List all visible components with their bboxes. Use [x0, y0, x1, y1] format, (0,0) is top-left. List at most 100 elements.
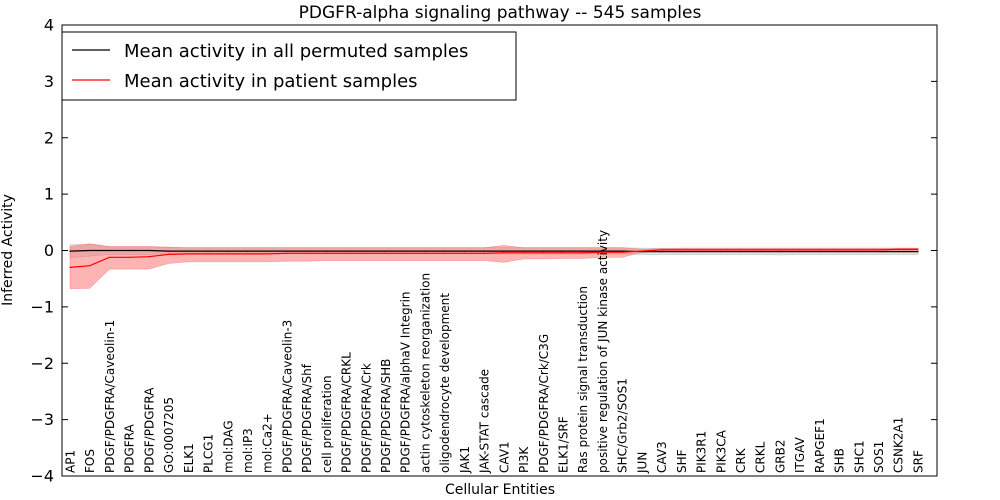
- point-mean-activity-in-all-permuted-samples-15: [365, 250, 367, 252]
- point-mean-activity-in-patient-samples-31: [680, 249, 682, 251]
- point-mean-activity-in-patient-samples-37: [799, 249, 801, 251]
- x-tick-label-26: Ras protein signal transduction: [576, 286, 590, 473]
- point-mean-activity-in-all-permuted-samples-27: [601, 250, 604, 252]
- x-tick-label-25: ELK1/SRF: [557, 416, 571, 473]
- point-mean-activity-in-patient-samples-24: [542, 252, 544, 254]
- legend-entry-patient: Mean activity in patient samples: [124, 71, 418, 92]
- point-mean-activity-in-patient-samples-35: [759, 249, 761, 251]
- x-tick-label-14: PDGF/PDGFRA/CRKL: [340, 352, 354, 473]
- point-mean-activity-in-patient-samples-26: [582, 252, 584, 254]
- series-line-mean-activity-in-patient-samples: [69, 248, 918, 268]
- point-mean-activity-in-all-permuted-samples-23: [523, 250, 525, 252]
- point-mean-activity-in-patient-samples-40: [858, 249, 860, 251]
- x-tick-label-38: RAPGEF1: [813, 418, 827, 473]
- series-line-mean-activity-in-all-permuted-samples: [69, 249, 918, 253]
- point-mean-activity-in-patient-samples-25: [562, 252, 564, 254]
- point-mean-activity-in-patient-samples-19: [444, 252, 446, 254]
- x-tick-label-33: PIK3CA: [714, 429, 728, 473]
- point-mean-activity-in-patient-samples-32: [700, 249, 702, 251]
- point-mean-activity-in-patient-samples-33: [720, 249, 722, 251]
- x-tick-label-28: SHC/Grb2/SOS1: [616, 378, 630, 473]
- x-tick-labels: AP1 FOS PDGF/PDGFRA/Caveolin-1 PDGFRA PDGF/P…: [64, 230, 926, 474]
- point-mean-activity-in-all-permuted-samples-22: [503, 250, 505, 252]
- point-mean-activity-in-patient-samples-13: [325, 252, 327, 254]
- point-mean-activity-in-patient-samples-20: [463, 252, 465, 254]
- y-tick-label-6: 2: [44, 128, 54, 147]
- x-tick-label-43: SRF: [912, 450, 926, 473]
- point-mean-activity-in-all-permuted-samples-17: [404, 250, 406, 252]
- y-tick-label-7: 3: [44, 72, 54, 91]
- point-mean-activity-in-all-permuted-samples-4: [148, 249, 150, 252]
- point-mean-activity-in-patient-samples-27: [601, 251, 604, 253]
- x-tick-label-5: GO:0007205: [162, 397, 176, 473]
- point-mean-activity-in-patient-samples-16: [384, 252, 387, 254]
- point-mean-activity-in-all-permuted-samples-19: [444, 250, 446, 252]
- series-lines: [69, 248, 919, 268]
- x-tick-label-40: SHC1: [852, 440, 866, 473]
- x-tick-label-9: mol:IP3: [241, 428, 255, 473]
- y-tick-label-8: 4: [44, 16, 54, 35]
- point-mean-activity-in-all-permuted-samples-40: [858, 251, 860, 253]
- point-mean-activity-in-all-permuted-samples-6: [187, 250, 189, 252]
- x-tick-label-8: mol:DAG: [221, 420, 235, 473]
- x-tick-label-12: PDGF/PDGFRA/Shf: [300, 363, 314, 473]
- x-tick-label-3: PDGFRA: [123, 423, 137, 473]
- point-mean-activity-in-patient-samples-0: [69, 266, 71, 268]
- point-mean-activity-in-all-permuted-samples-9: [246, 250, 249, 252]
- point-mean-activity-in-patient-samples-8: [227, 253, 229, 255]
- y-tick-label-3: −1: [30, 297, 54, 316]
- point-mean-activity-in-all-permuted-samples-38: [818, 251, 821, 253]
- x-tick-label-16: PDGF/PDGFRA/SHB: [379, 359, 393, 473]
- x-tick-label-18: actin cytoskeleton reorganization: [419, 273, 433, 473]
- point-mean-activity-in-patient-samples-9: [246, 253, 249, 255]
- point-mean-activity-in-patient-samples-2: [108, 256, 110, 258]
- point-mean-activity-in-all-permuted-samples-39: [838, 251, 840, 253]
- point-mean-activity-in-patient-samples-7: [207, 253, 209, 255]
- x-tick-label-20: JAK1: [458, 446, 472, 474]
- x-tick-label-10: mol:Ca2+: [261, 413, 275, 473]
- point-mean-activity-in-patient-samples-17: [404, 252, 406, 254]
- point-mean-activity-in-all-permuted-samples-25: [562, 250, 564, 252]
- x-tick-label-30: CAV3: [655, 441, 669, 473]
- y-axis-label: Inferred Activity: [0, 194, 16, 306]
- x-tick-label-36: GRB2: [773, 439, 787, 473]
- point-mean-activity-in-patient-samples-30: [661, 249, 663, 251]
- point-mean-activity-in-all-permuted-samples-35: [759, 251, 761, 253]
- point-mean-activity-in-patient-samples-29: [641, 250, 643, 252]
- point-mean-activity-in-all-permuted-samples-32: [700, 251, 702, 253]
- x-tick-label-32: PIK3R1: [695, 431, 709, 473]
- point-mean-activity-in-all-permuted-samples-2: [108, 249, 110, 252]
- legend: Mean activity in all permuted samples Me…: [61, 31, 517, 101]
- y-tick-label-2: −2: [30, 354, 54, 373]
- point-mean-activity-in-all-permuted-samples-34: [739, 251, 742, 253]
- y-tick-label-1: −3: [30, 410, 54, 429]
- x-tick-label-35: CRKL: [754, 441, 768, 473]
- point-mean-activity-in-all-permuted-samples-8: [227, 250, 229, 252]
- point-mean-activity-in-patient-samples-15: [365, 252, 367, 254]
- point-mean-activity-in-all-permuted-samples-20: [463, 250, 465, 252]
- x-tick-label-21: JAK-STAT cascade: [478, 369, 492, 474]
- x-axis-label: Cellular Entities: [445, 482, 555, 498]
- point-mean-activity-in-all-permuted-samples-1: [89, 249, 91, 252]
- point-mean-activity-in-patient-samples-3: [128, 256, 130, 258]
- point-mean-activity-in-all-permuted-samples-33: [720, 251, 722, 253]
- point-mean-activity-in-all-permuted-samples-3: [128, 249, 130, 252]
- y-tick-label-0: −4: [30, 467, 54, 486]
- point-mean-activity-in-patient-samples-36: [779, 249, 781, 251]
- x-tick-label-41: SOS1: [872, 441, 886, 473]
- point-mean-activity-in-all-permuted-samples-28: [621, 250, 623, 252]
- point-mean-activity-in-patient-samples-12: [306, 252, 308, 254]
- point-mean-activity-in-patient-samples-23: [523, 252, 525, 254]
- point-mean-activity-in-patient-samples-18: [424, 252, 426, 254]
- point-mean-activity-in-all-permuted-samples-42: [897, 251, 899, 253]
- point-mean-activity-in-all-permuted-samples-12: [306, 250, 308, 252]
- point-mean-activity-in-patient-samples-22: [503, 252, 505, 254]
- point-mean-activity-in-all-permuted-samples-21: [483, 250, 485, 252]
- x-tick-label-22: CAV1: [497, 441, 511, 473]
- point-mean-activity-in-all-permuted-samples-26: [582, 250, 584, 252]
- point-mean-activity-in-all-permuted-samples-43: [917, 251, 919, 253]
- point-mean-activity-in-patient-samples-5: [168, 253, 170, 255]
- point-mean-activity-in-all-permuted-samples-7: [207, 250, 209, 252]
- x-tick-label-24: PDGF/PDGFRA/Crk/C3G: [537, 334, 551, 473]
